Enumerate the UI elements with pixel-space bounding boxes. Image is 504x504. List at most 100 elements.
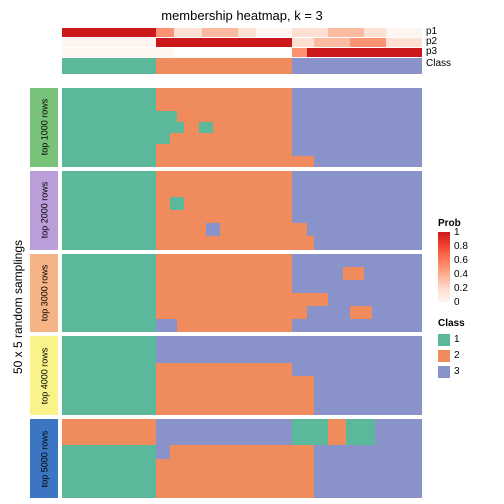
heatmap-cell (292, 363, 422, 376)
top-lane-p2 (62, 38, 422, 47)
heatmap-cell (314, 402, 422, 415)
legend-class-swatch (438, 350, 450, 362)
row-group-label: top 2000 rows (39, 182, 49, 239)
heatmap-cell (62, 122, 156, 133)
heatmap-cell (364, 267, 422, 280)
legend-prob-tick: 0.6 (454, 255, 468, 266)
heatmap-cell (177, 111, 292, 122)
heatmap-cell (156, 280, 293, 293)
heatmap-cell (62, 432, 156, 445)
heatmap-row (62, 236, 422, 249)
heatmap-cell (292, 280, 422, 293)
heatmap-cell (307, 223, 422, 236)
legend-prob-tick: 0.4 (454, 269, 468, 280)
heatmap-cell (375, 432, 422, 445)
heatmap-cell (170, 197, 184, 210)
heatmap-cell (314, 472, 422, 485)
heatmap-cell (314, 376, 422, 389)
heatmap-cell (62, 419, 156, 432)
row-group-label: top 3000 rows (39, 265, 49, 322)
row-group-box: top 2000 rows (30, 171, 58, 250)
heatmap-cell (328, 432, 346, 445)
heatmap-row (62, 171, 422, 184)
chart-title: membership heatmap, k = 3 (62, 8, 422, 23)
heatmap-cell (292, 88, 422, 99)
heatmap-cell (213, 122, 292, 133)
heatmap-cell (156, 319, 178, 332)
heatmap-cell (156, 306, 293, 319)
heatmap-cell (328, 293, 422, 306)
row-group-label: top 4000 rows (39, 348, 49, 405)
heatmap-cell (292, 236, 314, 249)
heatmap-cell (156, 445, 170, 458)
heatmap-row (62, 459, 422, 472)
heatmap-cell (206, 223, 220, 236)
heatmap-cell (156, 156, 293, 167)
heatmap-row (62, 485, 422, 498)
heatmap-cell (350, 306, 372, 319)
legend-class-label: 1 (454, 334, 460, 345)
heatmap-cell (375, 419, 422, 432)
heatmap-cell (62, 236, 156, 249)
heatmap-row (62, 319, 422, 332)
heatmap-cell (292, 306, 306, 319)
heatmap-cell (62, 144, 156, 155)
heatmap-cell (62, 184, 156, 197)
heatmap-cell (156, 432, 293, 445)
heatmap-cell (156, 389, 314, 402)
heatmap-cell (156, 88, 293, 99)
heatmap-cell (62, 445, 156, 458)
heatmap-row (62, 254, 422, 267)
heatmap-cell (156, 350, 422, 363)
heatmap-cell (156, 184, 293, 197)
heatmap-cell (199, 122, 213, 133)
heatmap-row (62, 88, 422, 99)
heatmap-cell (62, 293, 156, 306)
heatmap-cell (292, 184, 422, 197)
heatmap-cell (184, 197, 292, 210)
heatmap-row (62, 306, 422, 319)
heatmap-cell (314, 459, 422, 472)
heatmap-cell (292, 293, 328, 306)
heatmap-cell (220, 223, 292, 236)
heatmap-cell (170, 445, 314, 458)
top-label: Class (426, 58, 451, 69)
heatmap-cell (62, 99, 156, 110)
row-group-box: top 1000 rows (30, 88, 58, 167)
heatmap-row (62, 267, 422, 280)
heatmap-row (62, 184, 422, 197)
heatmap-cell (156, 293, 293, 306)
heatmap-row (62, 223, 422, 236)
heatmap-cell (292, 197, 422, 210)
heatmap-cell (62, 111, 156, 122)
heatmap-cell (292, 419, 328, 432)
heatmap-cell (156, 210, 293, 223)
heatmap-cell (156, 122, 185, 133)
heatmap-cell (156, 363, 293, 376)
row-group-box: top 5000 rows (30, 419, 58, 498)
heatmap-cell (62, 171, 156, 184)
heatmap-cell (292, 99, 422, 110)
heatmap-cell (62, 223, 156, 236)
heatmap-row (62, 280, 422, 293)
heatmap-row (62, 472, 422, 485)
heatmap-cell (292, 319, 422, 332)
heatmap-cell (62, 402, 156, 415)
heatmap-cell (62, 459, 156, 472)
heatmap-row (62, 336, 422, 349)
heatmap-cell (156, 144, 293, 155)
top-label: p3 (426, 46, 437, 57)
row-group-label: top 5000 rows (39, 430, 49, 487)
heatmap-cell (314, 445, 422, 458)
heatmap-cell (62, 350, 156, 363)
legend-class-label: 3 (454, 366, 460, 377)
row-group-box: top 3000 rows (30, 254, 58, 333)
heatmap-cell (292, 171, 422, 184)
heatmap-cell (292, 267, 342, 280)
heatmap-body (62, 88, 422, 498)
heatmap-cell (62, 88, 156, 99)
legend-class-swatch (438, 366, 450, 378)
heatmap-row (62, 376, 422, 389)
heatmap-cell (156, 236, 293, 249)
heatmap-cell (156, 133, 170, 144)
